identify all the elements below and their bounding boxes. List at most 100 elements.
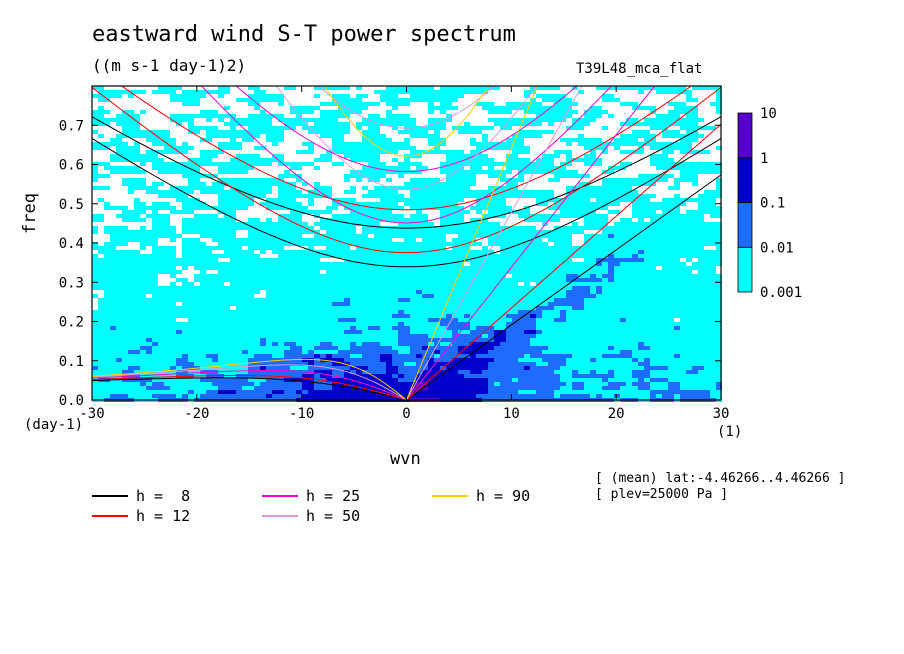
spectrum-cell [620,102,626,106]
spectrum-cell [260,334,266,338]
spectrum-cell [392,338,398,342]
spectrum-cell [110,170,116,174]
spectrum-cell [476,150,482,154]
spectrum-cell [338,114,344,118]
spectrum-cell [524,130,530,134]
spectrum-cell [524,310,530,314]
spectrum-cell [542,310,548,314]
spectrum-cell [692,234,698,238]
spectrum-cell [320,294,326,298]
spectrum-cell [452,326,458,330]
spectrum-cell [674,166,680,170]
spectrum-cell [428,110,434,114]
spectrum-cell [98,302,104,306]
spectrum-cell [470,338,476,342]
spectrum-cell [284,274,290,278]
spectrum-cell [698,166,704,170]
spectrum-cell [428,318,434,322]
spectrum-cell [344,274,350,278]
spectrum-cell [290,214,296,218]
spectrum-cell [566,170,572,174]
spectrum-cell [290,270,296,274]
spectrum-cell [416,258,422,262]
spectrum-cell [182,306,188,310]
spectrum-cell [650,214,656,218]
spectrum-cell [464,274,470,278]
spectrum-cell [680,322,686,326]
spectrum-cell [122,114,128,118]
spectrum-cell [662,270,668,274]
spectrum-cell [458,322,464,326]
spectrum-cell [680,110,686,114]
spectrum-cell [194,286,200,290]
spectrum-cell [554,242,560,246]
spectrum-cell [248,314,254,318]
spectrum-cell [218,230,224,234]
spectrum-cell [578,286,584,290]
spectrum-cell [626,182,632,186]
spectrum-cell [620,318,626,322]
spectrum-cell [470,130,476,134]
spectrum-cell [224,322,230,326]
spectrum-cell [380,274,386,278]
spectrum-cell [344,130,350,134]
spectrum-cell [158,218,164,222]
spectrum-cell [674,214,680,218]
spectrum-cell [674,122,680,126]
spectrum-cell [98,314,104,318]
spectrum-cell [338,314,344,318]
spectrum-cell [152,186,158,190]
spectrum-cell [260,278,266,282]
spectrum-cell [308,106,314,110]
spectrum-cell [122,118,128,122]
spectrum-cell [218,314,224,318]
spectrum-cell [206,318,212,322]
spectrum-cell [392,330,398,334]
spectrum-cell [194,326,200,330]
spectrum-cell [110,118,116,122]
spectrum-cell [632,250,638,254]
spectrum-cell [584,222,590,226]
spectrum-cell [398,330,404,334]
spectrum-cell [626,118,632,122]
spectrum-cell [116,254,122,258]
spectrum-cell [356,210,362,214]
spectrum-cell [230,310,236,314]
spectrum-cell [398,198,404,202]
spectrum-cell [494,170,500,174]
spectrum-cell [584,254,590,258]
spectrum-cell [248,178,254,182]
spectrum-cell [482,138,488,142]
spectrum-cell [464,318,470,322]
spectrum-cell [548,178,554,182]
spectrum-cell [146,334,152,338]
spectrum-cell [128,94,134,98]
spectrum-cell [116,118,122,122]
spectrum-cell [578,266,584,270]
spectrum-cell [602,150,608,154]
spectrum-cell [692,174,698,178]
spectrum-cell [176,338,182,342]
spectrum-cell [140,230,146,234]
spectrum-cell [200,226,206,230]
spectrum-cell [386,234,392,238]
spectrum-cell [548,238,554,242]
spectrum-cell [230,162,236,166]
spectrum-cell [428,102,434,106]
spectrum-cell [656,178,662,182]
spectrum-cell [320,102,326,106]
spectrum-cell [278,282,284,286]
spectrum-cell [104,254,110,258]
spectrum-cell [356,86,362,90]
spectrum-cell [542,266,548,270]
spectrum-cell [374,250,380,254]
spectrum-cell [272,178,278,182]
spectrum-cell [602,86,608,90]
spectrum-cell [320,118,326,122]
spectrum-cell [308,198,314,202]
spectrum-cell [608,246,614,250]
spectrum-cell [218,162,224,166]
spectrum-cell [704,170,710,174]
spectrum-cell [416,166,422,170]
spectrum-cell [392,310,398,314]
